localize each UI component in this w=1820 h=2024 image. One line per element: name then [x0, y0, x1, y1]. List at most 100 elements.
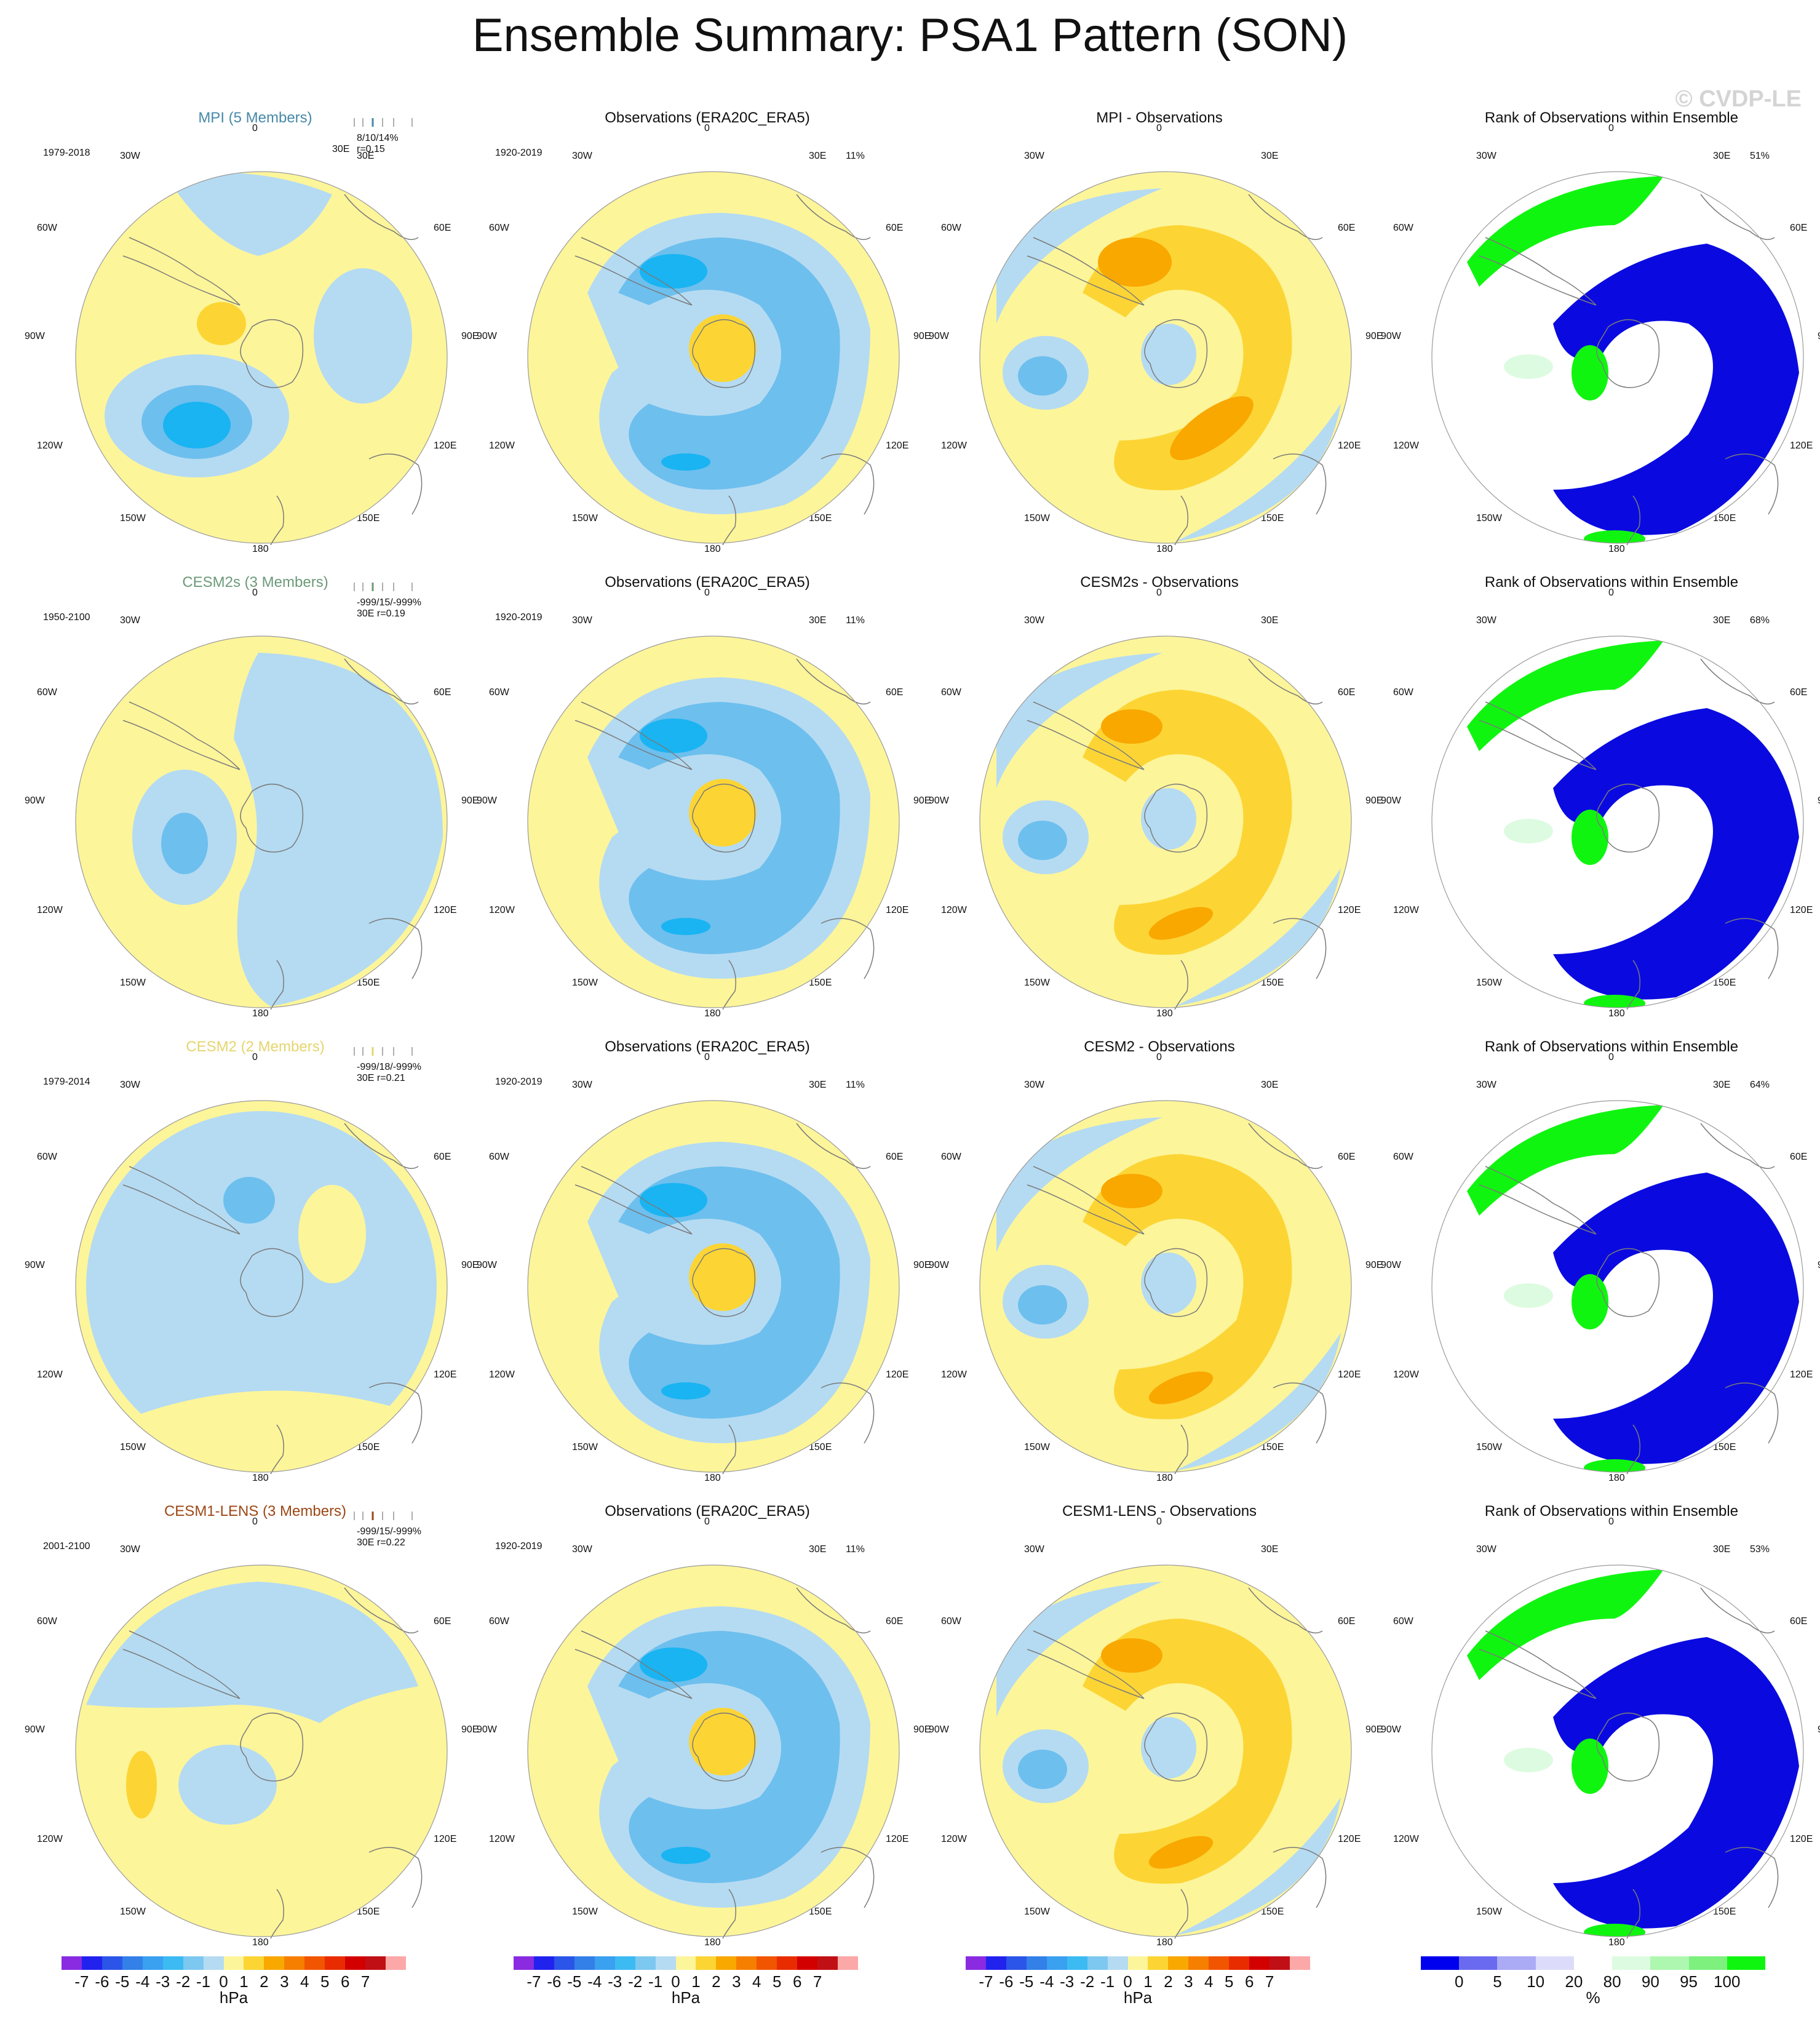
antarctica-outline: [692, 1248, 756, 1317]
longitude-label-n60e: 60E: [1338, 687, 1356, 698]
map-border: [1431, 171, 1804, 544]
map-border: [75, 635, 448, 1008]
panel-title: CESM2s (3 Members): [182, 574, 328, 591]
longitude-label-e90: 90E: [461, 331, 479, 341]
longitude-label-n60w: 60W: [489, 223, 509, 233]
longitude-label-n60w: 60W: [37, 223, 57, 233]
new-zealand-outline: [1174, 495, 1188, 545]
polar-map: [75, 1564, 448, 1938]
period-label: 1950-2100: [43, 612, 90, 623]
longitude-label-n30w: 30W: [572, 615, 592, 626]
panel-title: CESM2 (2 Members): [186, 1038, 325, 1055]
colorbar-tick-label: -3: [156, 1972, 170, 1991]
colorbar-swatch: [797, 1956, 818, 1970]
colorbar-swatch: [1107, 1956, 1128, 1970]
coastline-group: [122, 1123, 423, 1474]
antarctica-outline: [692, 1712, 756, 1782]
negative-anomaly: [234, 653, 443, 1006]
colorbar-swatch: [223, 1956, 244, 1970]
longitude-label-n30w: 30W: [1476, 615, 1496, 626]
positive-anomaly: [197, 302, 246, 345]
australia-outline: [368, 1382, 423, 1444]
longitude-label-top: 0: [1156, 123, 1162, 133]
correlation-label: 30E r=0.22: [357, 1537, 405, 1548]
negative-anomaly: [314, 268, 412, 404]
longitude-label-n60e: 60E: [1790, 687, 1808, 698]
panel-rank: Rank of Observations within Ensemble 0 30E…: [1381, 1021, 1820, 1483]
south-america-outline: [1479, 1630, 1597, 1699]
longitude-label-top: 0: [704, 1052, 710, 1062]
south-america-outline: [1479, 237, 1597, 306]
negative-anomaly-core: [640, 1183, 707, 1217]
longitude-label-top: 0: [1608, 123, 1614, 133]
south-america-outline: [122, 237, 240, 306]
positive-anomaly-core: [1148, 1836, 1214, 1869]
new-zealand-outline: [270, 960, 284, 1010]
period-label: 1920-2019: [495, 148, 542, 158]
longitude-label-s150w: 150W: [572, 1442, 598, 1452]
africa-outline: [1248, 1123, 1323, 1169]
longitude-label-s120e: 120E: [886, 1369, 909, 1380]
correlation-label: r=0.15: [357, 144, 385, 154]
polar-map: [1431, 1100, 1804, 1474]
rank-high: [1584, 1924, 1645, 1937]
longitude-label-n60w: 60W: [489, 687, 509, 698]
panel-title: Observations (ERA20C_ERA5): [605, 1503, 810, 1520]
coastline-group: [122, 1587, 423, 1938]
negative-anomaly: [618, 702, 840, 954]
colorbar-tick-label: 80: [1603, 1972, 1621, 1991]
positive-anomaly-core: [1098, 237, 1172, 287]
colorbar-swatch: [62, 1956, 82, 1970]
negative-anomaly-core: [1018, 1750, 1067, 1789]
period-label: 1920-2019: [495, 612, 542, 623]
negative-anomaly: [1141, 1253, 1196, 1314]
south-america-outline: [1027, 1630, 1145, 1699]
longitude-label-s120w: 120W: [489, 1834, 515, 1844]
colorbar-tick-label: -1: [1100, 1972, 1115, 1991]
main-title: Ensemble Summary: PSA1 Pattern (SON): [472, 9, 1348, 62]
colorbar-tick-label: -4: [135, 1972, 150, 1991]
rank-low: [1553, 1173, 1799, 1464]
colorbar-swatch: [1421, 1956, 1460, 1970]
rank-low: [1553, 708, 1799, 1000]
longitude-label-top: 0: [1608, 588, 1614, 598]
longitude-label-n60w: 60W: [489, 1152, 509, 1162]
colorbar-tick-label: -6: [999, 1972, 1014, 1991]
south-america-outline: [1027, 701, 1145, 770]
africa-outline: [1248, 658, 1323, 705]
panel-rank: Rank of Observations within Ensemble 0 30E…: [1381, 92, 1820, 554]
coastline-group: [1479, 1123, 1779, 1474]
colorbar-swatch: [514, 1956, 534, 1970]
colorbar-swatch: [675, 1956, 696, 1970]
longitude-label-e90: 90E: [1818, 795, 1820, 807]
longitude-label-n60w: 60W: [941, 1616, 961, 1627]
colorbar-tick-label: 0: [671, 1972, 680, 1991]
map-border: [527, 171, 900, 544]
coastline-group: [574, 658, 875, 1010]
africa-outline: [1248, 1587, 1323, 1634]
percent-label: 68%: [1750, 615, 1770, 626]
rank-high: [1467, 1105, 1664, 1216]
colorbar-swatch: [1249, 1956, 1270, 1970]
positive-anomaly: [1083, 1154, 1292, 1419]
longitude-label-s120w: 120W: [1393, 440, 1419, 451]
new-zealand-outline: [1626, 1424, 1640, 1474]
australia-outline: [1273, 1382, 1327, 1444]
longitude-label-n30w: 30W: [1024, 1544, 1044, 1555]
longitude-label-top: 0: [704, 123, 710, 133]
negative-anomaly-core: [640, 254, 707, 289]
new-zealand-outline: [1626, 960, 1640, 1010]
polar-map: [527, 1564, 900, 1938]
longitude-label-w90: 90W: [477, 331, 497, 341]
colorbar-swatch: [1612, 1956, 1651, 1970]
colorbar-tick-label: 2: [1164, 1972, 1173, 1991]
colorbar-tick-label: -6: [95, 1972, 109, 1991]
australia-outline: [1725, 1847, 1779, 1908]
africa-outline: [1700, 194, 1775, 241]
longitude-label-bottom: 180: [1608, 544, 1625, 554]
longitude-label-n60e: 60E: [1338, 223, 1356, 233]
colorbar-swatch: [162, 1956, 183, 1970]
colorbar-swatch: [594, 1956, 615, 1970]
panel-model: CESM2 (2 Members) 0 60E 90E 120E 150E 180 150W 1…: [25, 1021, 480, 1483]
longitude-label-e90: 90E: [1818, 1260, 1820, 1271]
